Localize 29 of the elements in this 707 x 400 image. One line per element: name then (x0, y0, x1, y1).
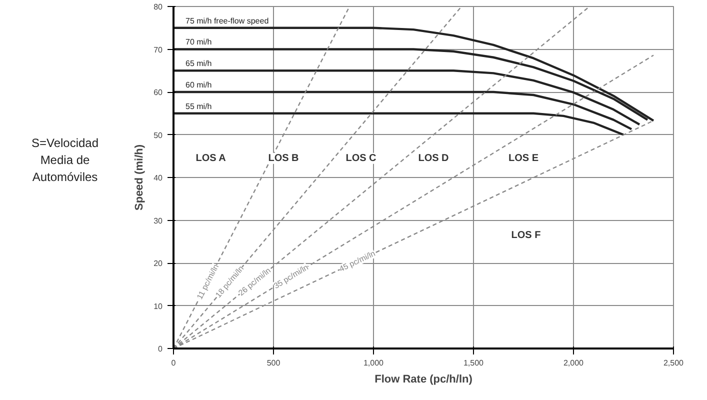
y-tick-label: 50 (154, 130, 164, 140)
y-tick-label: 30 (154, 216, 164, 226)
x-tick-label: 1,000 (363, 358, 384, 368)
series-label: 55 mi/h (186, 102, 212, 111)
y-tick-label: 60 (154, 88, 164, 97)
y-tick-label: 80 (154, 2, 164, 12)
x-tick-label: 2,500 (663, 358, 684, 368)
x-axis-title: Flow Rate (pc/h/ln) (374, 374, 473, 386)
series-label: 70 mi/h (186, 38, 212, 47)
x-tick-label: 2,000 (563, 358, 584, 368)
annotation: LOS A (196, 152, 226, 164)
series-label: 75 mi/h free-flow speed (186, 16, 269, 26)
text: S=Velocidad Media de Automóviles (30, 135, 100, 186)
annotation: LOS D (418, 152, 449, 164)
y-tick-label: 70 (154, 45, 164, 54)
y-axis-title: Speed (mi/h) (134, 144, 146, 211)
series-label: 60 mi/h (186, 80, 212, 90)
annotation: LOS F (511, 230, 541, 242)
x-tick-label: 1,500 (463, 358, 484, 368)
series-label: 65 mi/h (186, 59, 212, 68)
y-tick-label: 0 (158, 344, 164, 354)
y-tick-label: 10 (154, 302, 164, 311)
y-tick-label: 40 (154, 174, 164, 182)
annotation: LOS E (508, 152, 539, 164)
y-tick-label: 20 (154, 259, 164, 268)
annotation: LOS C (346, 152, 376, 164)
x-tick-label: 0 (171, 358, 176, 368)
x-tick-label: 500 (266, 358, 281, 368)
annotation: LOS B (268, 152, 299, 164)
